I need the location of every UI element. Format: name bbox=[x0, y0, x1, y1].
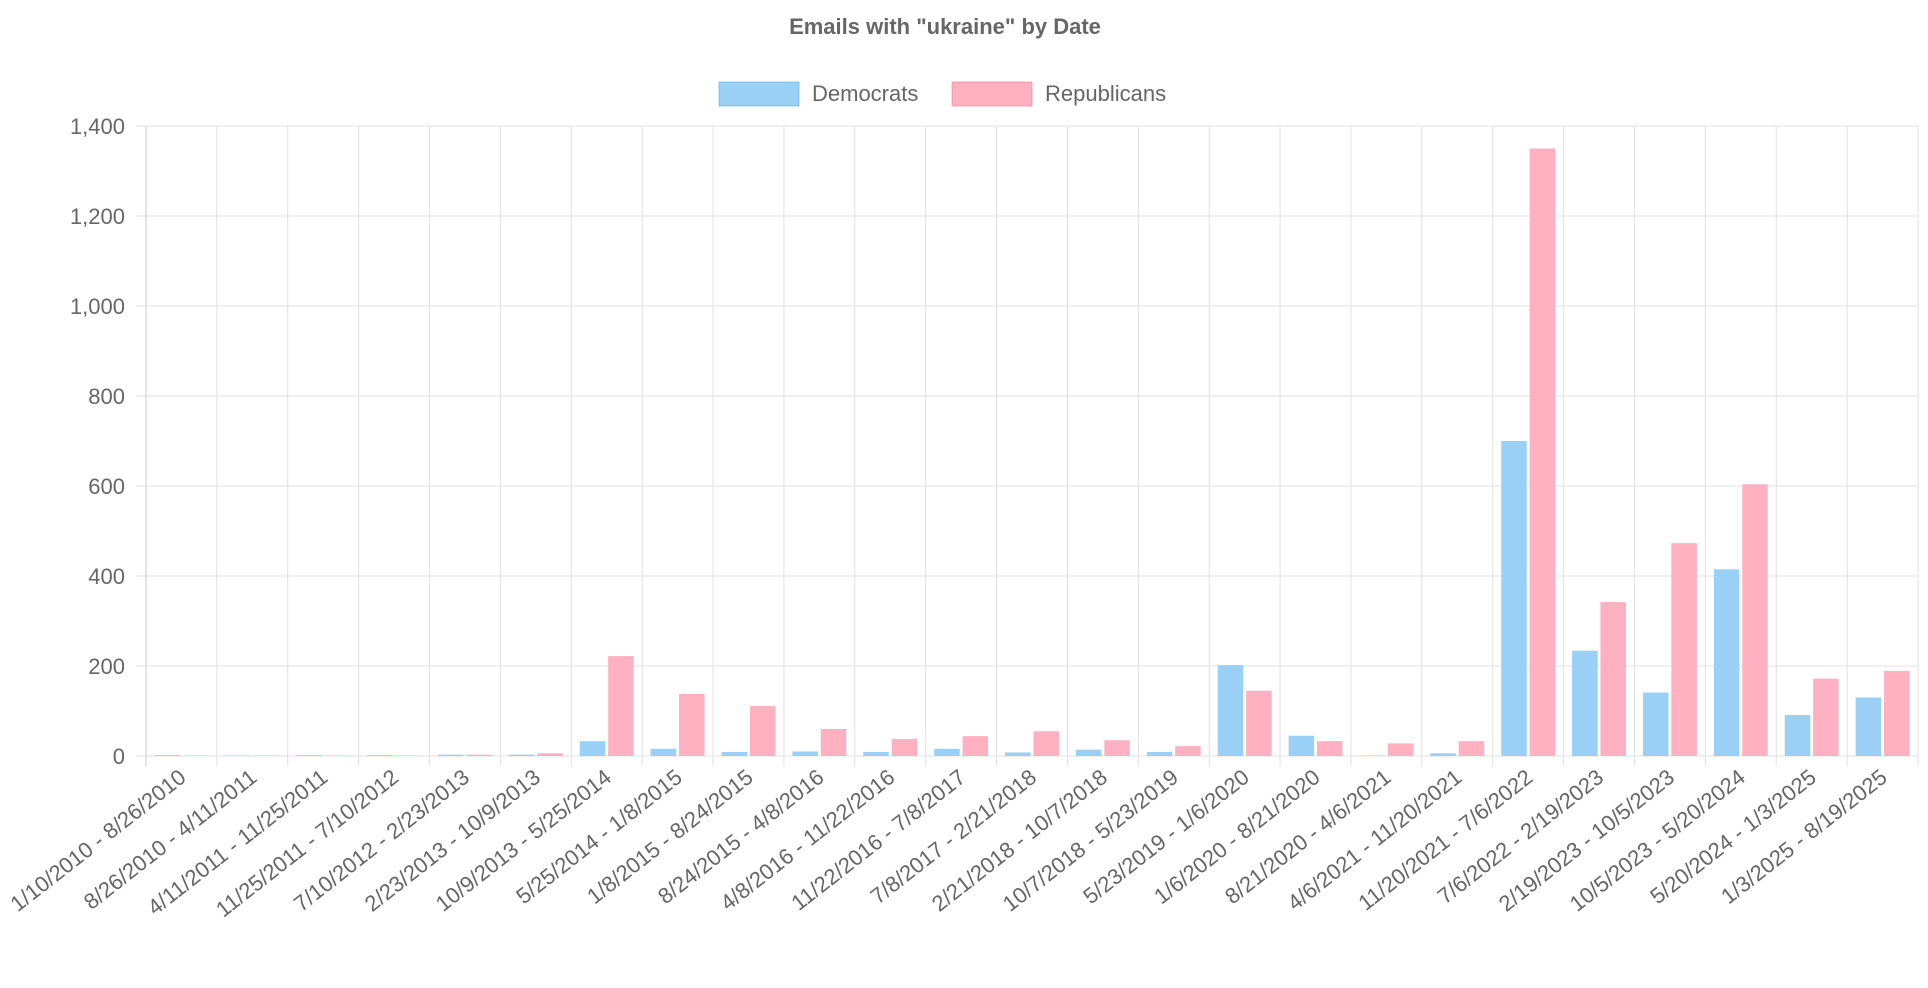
y-tick-label: 0 bbox=[113, 744, 125, 769]
legend-label-0[interactable]: Democrats bbox=[812, 81, 918, 106]
bar-democrats-22[interactable] bbox=[1713, 569, 1740, 756]
y-tick-label: 600 bbox=[88, 474, 125, 499]
bar-democrats-13[interactable] bbox=[1075, 749, 1102, 756]
legend-label-1[interactable]: Republicans bbox=[1045, 81, 1166, 106]
bar-republicans-15[interactable] bbox=[1246, 690, 1272, 756]
bar-republicans-8[interactable] bbox=[749, 706, 776, 756]
bar-republicans-9[interactable] bbox=[820, 729, 847, 756]
bar-republicans-5[interactable] bbox=[537, 753, 563, 756]
gridlines bbox=[136, 125, 1919, 766]
bar-republicans-16[interactable] bbox=[1316, 741, 1343, 756]
y-axis-ticks: 0 200 400 600 800 1,000 1,200 1,400 bbox=[70, 114, 125, 769]
bar-republicans-17[interactable] bbox=[1387, 743, 1414, 756]
y-tick-label: 400 bbox=[88, 564, 125, 589]
bar-democrats-2[interactable] bbox=[296, 755, 322, 756]
bar-democrats-7[interactable] bbox=[650, 748, 677, 756]
bar-democrats-3[interactable] bbox=[367, 755, 393, 756]
bar-democrats-18[interactable] bbox=[1430, 753, 1456, 756]
bar-democrats-23[interactable] bbox=[1784, 715, 1811, 756]
bar-democrats-16[interactable] bbox=[1288, 735, 1315, 756]
bar-democrats-10[interactable] bbox=[863, 751, 889, 756]
bar-republicans-4[interactable] bbox=[466, 754, 492, 756]
bar-democrats-9[interactable] bbox=[792, 751, 818, 757]
bar-republicans-22[interactable] bbox=[1742, 484, 1768, 756]
legend-swatch-1[interactable] bbox=[951, 81, 1033, 107]
bar-republicans-12[interactable] bbox=[1033, 731, 1059, 756]
bar-democrats-20[interactable] bbox=[1572, 650, 1598, 756]
y-tick-label: 1,200 bbox=[70, 204, 125, 229]
legend-swatch-0[interactable] bbox=[718, 81, 800, 107]
bar-republicans-10[interactable] bbox=[891, 738, 918, 756]
bar-republicans-11[interactable] bbox=[962, 736, 989, 756]
bar-republicans-19[interactable] bbox=[1529, 148, 1556, 757]
bar-democrats-0[interactable] bbox=[154, 755, 181, 756]
bar-democrats-12[interactable] bbox=[1005, 752, 1031, 756]
bar-democrats-19[interactable] bbox=[1501, 441, 1527, 756]
bar-democrats-5[interactable] bbox=[508, 754, 535, 756]
bar-democrats-14[interactable] bbox=[1146, 751, 1173, 756]
bar-republicans-6[interactable] bbox=[608, 656, 634, 756]
y-tick-label: 1,000 bbox=[70, 294, 125, 319]
bar-democrats-4[interactable] bbox=[438, 754, 464, 756]
bar-republicans-20[interactable] bbox=[1600, 602, 1626, 756]
bar-republicans-18[interactable] bbox=[1458, 741, 1485, 756]
bar-democrats-11[interactable] bbox=[934, 748, 960, 756]
y-tick-label: 800 bbox=[88, 384, 125, 409]
bar-democrats-6[interactable] bbox=[579, 741, 606, 756]
bar-democrats-21[interactable] bbox=[1642, 692, 1669, 756]
bar-republicans-24[interactable] bbox=[1883, 670, 1910, 756]
bar-democrats-24[interactable] bbox=[1855, 697, 1882, 757]
bar-republicans-23[interactable] bbox=[1813, 678, 1839, 756]
y-tick-label: 200 bbox=[88, 654, 125, 679]
bar-republicans-14[interactable] bbox=[1175, 746, 1201, 756]
bar-republicans-7[interactable] bbox=[679, 693, 705, 756]
bar-republicans-21[interactable] bbox=[1671, 543, 1697, 756]
bars bbox=[154, 148, 1910, 757]
bar-republicans-13[interactable] bbox=[1104, 740, 1130, 756]
chart-title: Emails with "ukraine" by Date bbox=[789, 14, 1101, 39]
bar-democrats-8[interactable] bbox=[721, 751, 748, 756]
y-tick-label: 1,400 bbox=[70, 114, 125, 139]
bar-democrats-15[interactable] bbox=[1217, 665, 1244, 756]
legend: Democrats Republicans bbox=[718, 81, 1166, 107]
